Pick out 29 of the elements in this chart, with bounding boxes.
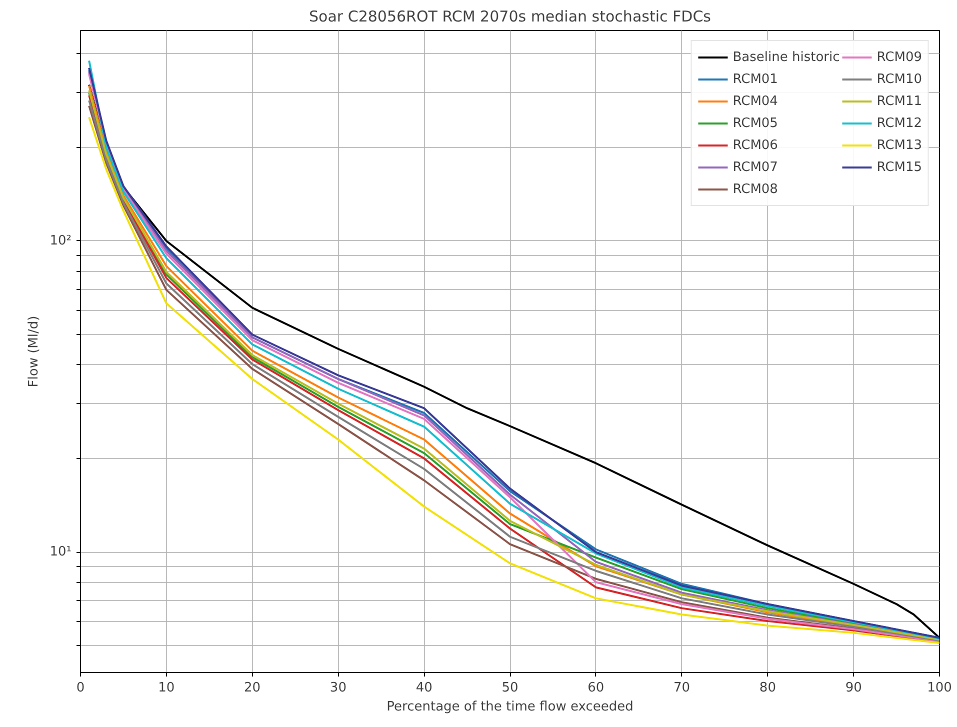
legend-label: Baseline historic [732,48,840,66]
legend-label: RCM13 [876,136,922,154]
legend-label: RCM15 [876,158,922,176]
legend-label: RCM06 [732,136,778,154]
x-tick-label: 90 [845,680,862,696]
legend-label: RCM09 [876,48,922,66]
x-tick-label: 80 [759,680,776,696]
legend-label: RCM04 [732,92,778,110]
x-tick-label: 0 [76,680,85,696]
legend-label: RCM11 [876,92,922,110]
legend-label: RCM01 [732,70,778,88]
y-tick-label: 10¹ [50,544,72,560]
legend-label: RCM12 [876,114,922,132]
legend-label: RCM10 [876,70,922,88]
x-tick-label: 60 [588,680,604,696]
x-tick-label: 70 [674,680,690,696]
x-tick-label: 40 [416,680,432,696]
x-axis-title: Percentage of the time flow exceeded [386,700,634,714]
legend-label: RCM08 [732,180,778,198]
x-tick-label: 50 [502,680,518,696]
y-tick-label: 10² [50,233,72,248]
chart-title: Soar C28056ROT RCM 2070s median stochastic FDCs [309,8,712,26]
x-tick-label: 20 [244,680,261,696]
x-tick-label: 10 [158,680,175,696]
legend-label: RCM07 [732,158,778,176]
legend-label: RCM05 [732,114,778,132]
y-axis-title: Flow (Ml/d) [26,316,42,388]
x-tick-label: 30 [330,680,346,696]
x-tick-label: 100 [927,680,952,696]
